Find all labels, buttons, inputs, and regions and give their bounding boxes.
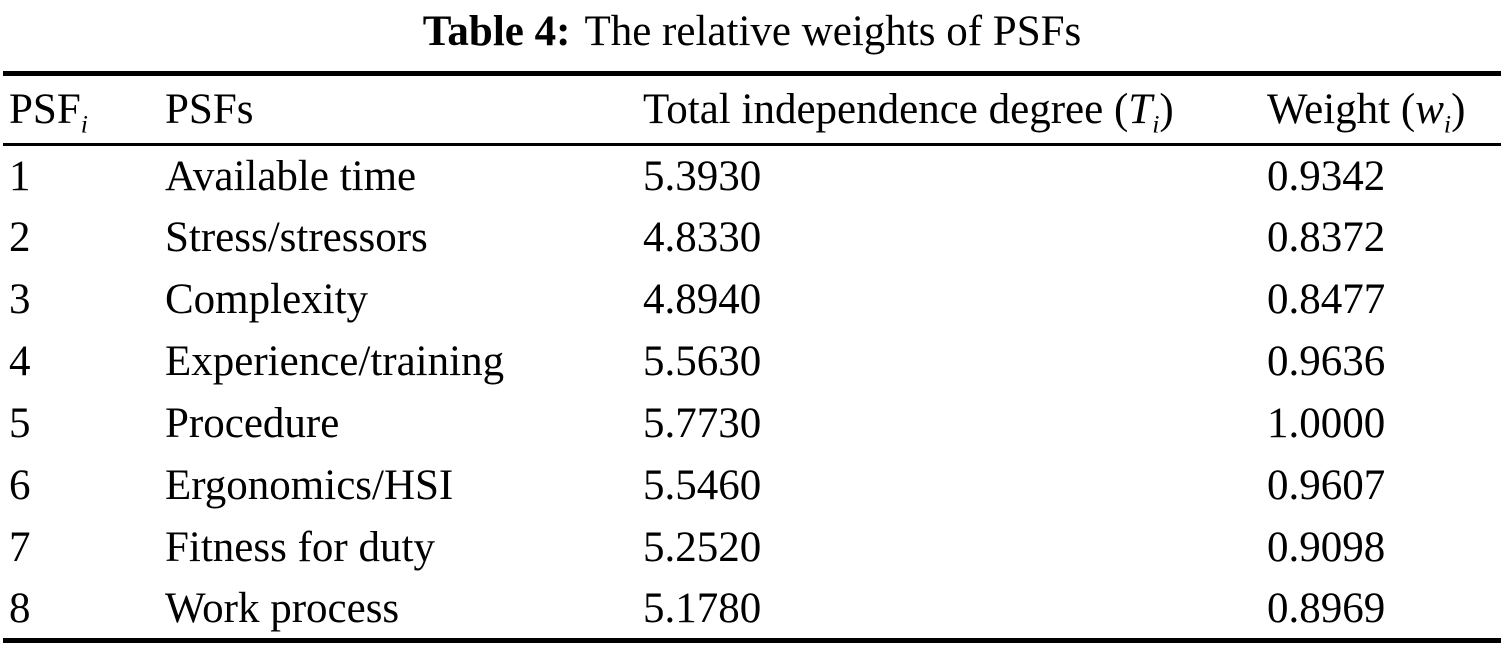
- cell-total-independence: 5.2520: [643, 524, 762, 572]
- psf-index-subscript: i: [80, 109, 88, 139]
- cell-weight: 0.9342: [1267, 153, 1386, 201]
- cell-psf-name: Complexity: [165, 276, 369, 324]
- cell-psf-name: Fitness for duty: [165, 524, 435, 572]
- table-caption: Table 4: The relative weights of PSFs: [0, 0, 1504, 55]
- column-header-weight: Weight (wi): [1267, 86, 1466, 139]
- table-row: 5 Procedure 5.7730 1.0000: [3, 393, 1501, 455]
- table-row: 7 Fitness for duty 5.2520 0.9098: [3, 517, 1501, 579]
- cell-total-independence: 4.8940: [643, 276, 762, 324]
- table-row: 8 Work process 5.1780 0.8969: [3, 579, 1501, 641]
- cell-total-independence: 5.5460: [643, 462, 762, 510]
- column-header-psf-index: PSFi: [9, 86, 88, 139]
- table-caption-label: Table 4:: [422, 8, 571, 55]
- cell-psf-index: 3: [9, 276, 31, 324]
- cell-weight: 0.9607: [1267, 462, 1386, 510]
- cell-psf-index: 2: [9, 214, 31, 262]
- cell-total-independence: 5.1780: [643, 585, 762, 633]
- cell-psf-name: Experience/training: [165, 338, 505, 386]
- cell-weight: 0.8372: [1267, 214, 1386, 262]
- cell-weight: 0.8477: [1267, 276, 1386, 324]
- cell-total-independence: 5.7730: [643, 400, 762, 448]
- cell-psf-name: Work process: [165, 585, 400, 633]
- table-caption-text: The relative weights of PSFs: [584, 8, 1082, 55]
- cell-psf-index: 7: [9, 524, 31, 572]
- cell-psf-name: Procedure: [165, 400, 340, 448]
- cell-psf-index: 4: [9, 338, 31, 386]
- column-header-total-independence: Total independence degree (Ti): [643, 86, 1174, 139]
- table-row: 4 Experience/training 5.5630 0.9636: [3, 331, 1501, 393]
- table-row: 6 Ergonomics/HSI 5.5460 0.9607: [3, 455, 1501, 517]
- cell-psf-name: Ergonomics/HSI: [165, 462, 454, 510]
- cell-weight: 1.0000: [1267, 400, 1386, 448]
- cell-total-independence: 5.3930: [643, 153, 762, 201]
- cell-weight: 0.9098: [1267, 524, 1386, 572]
- cell-psf-name: Stress/stressors: [165, 214, 428, 262]
- cell-psf-name: Available time: [165, 153, 417, 201]
- table-header: PSFi PSFs Total independence degree (Ti)…: [3, 74, 1501, 145]
- table-row: 2 Stress/stressors 4.8330 0.8372: [3, 207, 1501, 269]
- cell-psf-index: 6: [9, 462, 31, 510]
- cell-total-independence: 4.8330: [643, 214, 762, 262]
- cell-weight: 0.9636: [1267, 338, 1386, 386]
- table-header-row: PSFi PSFs Total independence degree (Ti)…: [3, 74, 1501, 145]
- cell-weight: 0.8969: [1267, 585, 1386, 633]
- cell-psf-index: 1: [9, 153, 31, 201]
- cell-psf-index: 5: [9, 400, 31, 448]
- cell-psf-index: 8: [9, 585, 31, 633]
- table-body: 1 Available time 5.3930 0.9342 2 Stress/…: [3, 145, 1501, 641]
- column-header-psfs: PSFs: [165, 86, 254, 134]
- cell-total-independence: 5.5630: [643, 338, 762, 386]
- table-row: 1 Available time 5.3930 0.9342: [3, 145, 1501, 207]
- psf-weights-table: PSFi PSFs Total independence degree (Ti)…: [3, 71, 1501, 644]
- table-row: 3 Complexity 4.8940 0.8477: [3, 269, 1501, 331]
